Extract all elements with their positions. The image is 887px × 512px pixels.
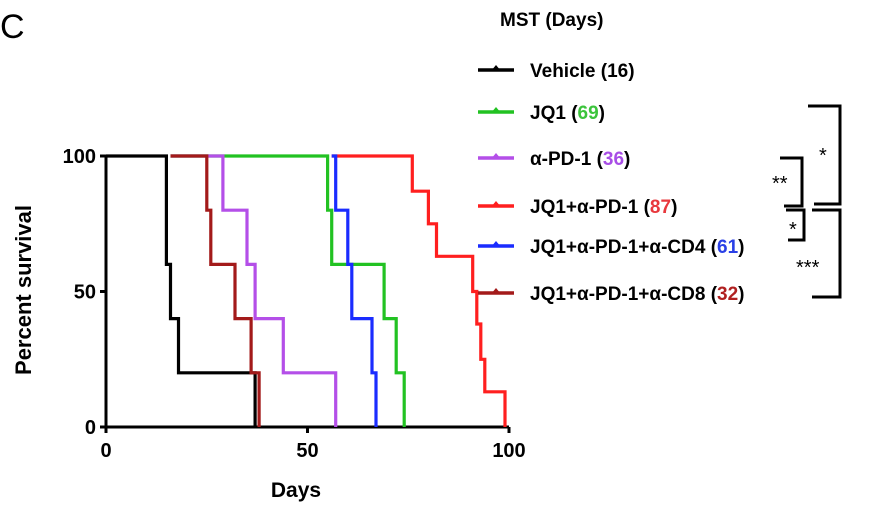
- panel-label: C: [0, 8, 25, 46]
- legend-mst-value: 32: [717, 284, 738, 305]
- legend-item: JQ1+α-PD-1 (87): [478, 197, 677, 218]
- legend-mst-value: 87: [650, 197, 671, 218]
- legend-marker: [491, 241, 501, 247]
- legend-label: α-PD-1 (36): [530, 149, 630, 170]
- series-line-1: [170, 154, 406, 427]
- series-line-3: [331, 154, 507, 427]
- legend-marker: [491, 65, 501, 71]
- bracket-combo-vs-cd8: [812, 208, 842, 299]
- legend-label: JQ1 (69): [530, 103, 605, 124]
- legend-label: Vehicle (16): [530, 61, 635, 82]
- legend-item: Vehicle (16): [478, 61, 635, 82]
- x-tick-label: 100: [492, 440, 525, 462]
- legend-mst-value: 36: [603, 149, 624, 170]
- legend-mst-value: 16: [607, 61, 628, 82]
- sig-combo-vs-cd8: ***: [796, 257, 820, 279]
- legend: Vehicle (16)JQ1 (69)α-PD-1 (36)JQ1+α-PD-…: [478, 61, 745, 305]
- legend-series-name: JQ1+α-PD-1 (: [530, 197, 651, 218]
- sig-pd1-vs-combo: **: [772, 173, 788, 195]
- legend-series-name: JQ1 (: [530, 103, 578, 124]
- bracket-combo-vs-cd4: [786, 208, 806, 242]
- legend-series-name: JQ1+α-PD-1+α-CD8 (: [530, 284, 718, 305]
- legend-marker: [491, 107, 501, 113]
- y-tick-label: 50: [74, 282, 96, 304]
- legend-series-name: α-PD-1 (: [530, 149, 604, 170]
- legend-item: JQ1+α-PD-1+α-CD4 (61): [478, 237, 745, 258]
- legend-label: JQ1+α-PD-1 (87): [530, 197, 677, 218]
- legend-close-paren: ): [599, 103, 605, 124]
- y-tick-label: 100: [63, 146, 96, 168]
- plot-area: 0 50 100 0 50 100: [63, 146, 526, 462]
- significance-brackets: * ** * ***: [772, 104, 842, 299]
- sig-combo-vs-cd4: *: [789, 219, 797, 241]
- legend-label: JQ1+α-PD-1+α-CD4 (61): [530, 237, 745, 258]
- series-line-0: [106, 154, 257, 427]
- legend-close-paren: ): [738, 284, 744, 305]
- series-line-5: [170, 154, 261, 427]
- y-tick-label: 0: [85, 417, 96, 439]
- x-tick-label: 0: [100, 440, 111, 462]
- bracket-jq1-vs-combo: [808, 104, 842, 206]
- legend-marker: [491, 153, 501, 159]
- legend-series-name: Vehicle (: [530, 61, 608, 82]
- legend-item: JQ1 (69): [478, 103, 605, 124]
- legend-mst-value: 61: [717, 237, 739, 258]
- series-line-2: [170, 154, 338, 427]
- series-line-4: [331, 154, 378, 427]
- legend-title: MST (Days): [500, 10, 603, 31]
- legend-close-paren: ): [624, 149, 630, 170]
- legend-label: JQ1+α-PD-1+α-CD8 (32): [530, 284, 745, 305]
- legend-item: α-PD-1 (36): [478, 149, 630, 170]
- sig-jq1-vs-combo: *: [819, 145, 827, 167]
- legend-mst-value: 69: [578, 103, 599, 124]
- x-tick-label: 50: [296, 440, 318, 462]
- x-axis-label: Days: [271, 479, 321, 502]
- bracket-pd1-vs-combo: [780, 156, 804, 208]
- legend-close-paren: ): [628, 61, 634, 82]
- legend-marker: [491, 201, 501, 207]
- legend-marker: [491, 288, 501, 294]
- legend-item: JQ1+α-PD-1+α-CD8 (32): [478, 284, 745, 305]
- legend-close-paren: ): [738, 237, 744, 258]
- y-axis-label: Percent survival: [11, 205, 36, 375]
- legend-close-paren: ): [671, 197, 677, 218]
- legend-series-name: JQ1+α-PD-1+α-CD4 (: [530, 237, 718, 258]
